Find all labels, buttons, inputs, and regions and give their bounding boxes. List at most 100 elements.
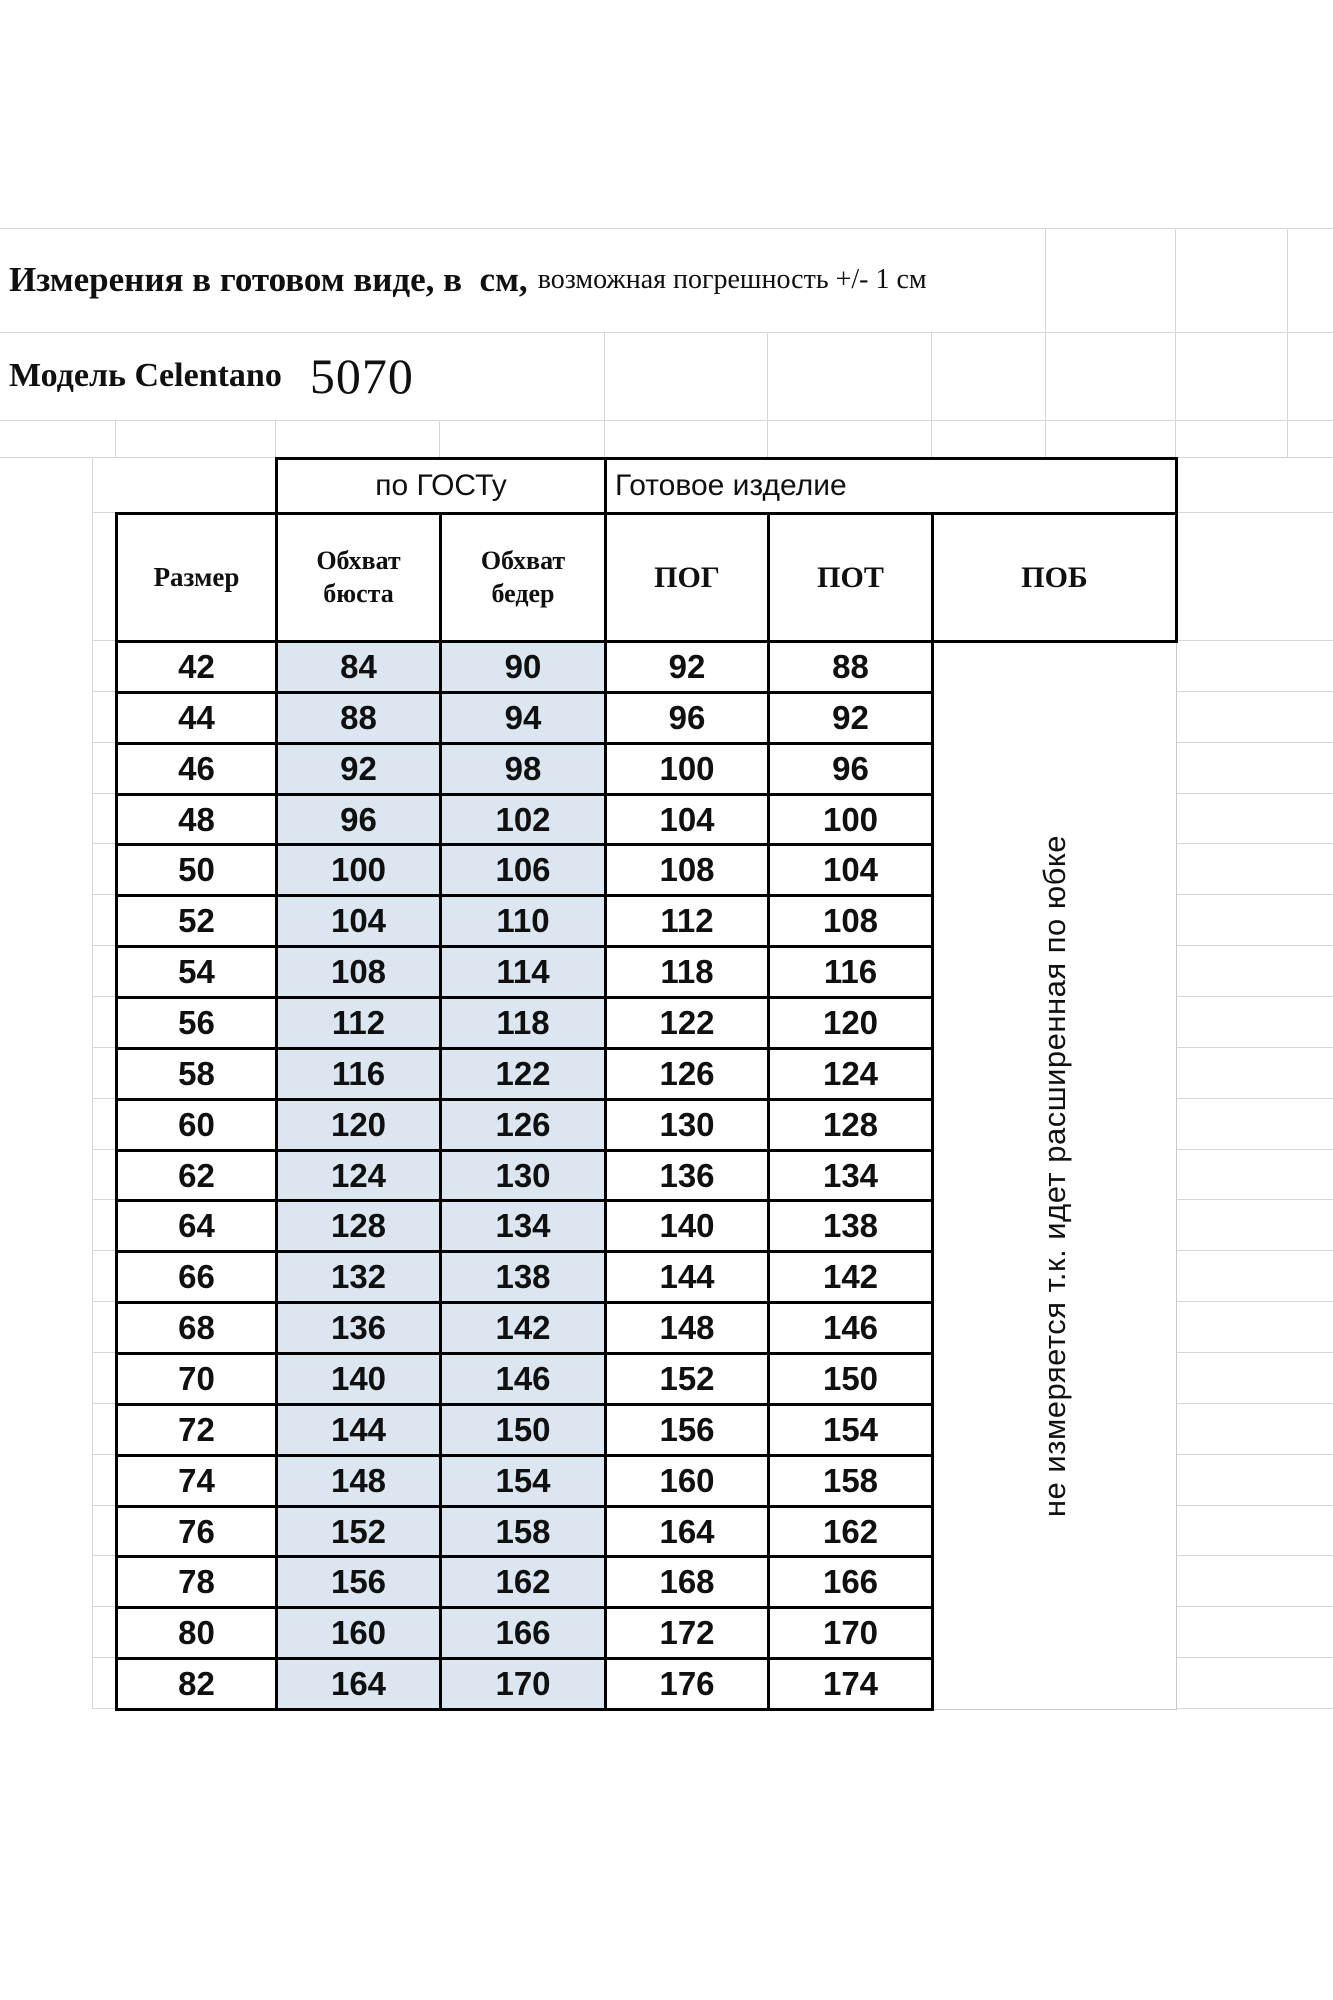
header-bust[interactable]: Обхват бюста xyxy=(275,512,442,643)
header-pob[interactable]: ПОБ xyxy=(931,512,1178,643)
table-cell[interactable]: 96 xyxy=(275,792,442,847)
table-cell[interactable]: 92 xyxy=(275,741,442,796)
table-cell[interactable]: 74 xyxy=(115,1453,278,1508)
table-cell[interactable]: 126 xyxy=(604,1046,770,1101)
table-cell[interactable]: 124 xyxy=(767,1046,934,1101)
table-cell[interactable]: 104 xyxy=(767,843,934,898)
table-cell[interactable]: 128 xyxy=(275,1199,442,1254)
table-cell[interactable]: 118 xyxy=(439,996,607,1050)
table-cell[interactable]: 104 xyxy=(275,894,442,949)
table-cell[interactable]: 78 xyxy=(115,1555,278,1610)
band-gost-cell[interactable]: по ГОСТу xyxy=(275,457,607,515)
table-cell[interactable]: 172 xyxy=(604,1606,770,1661)
table-cell[interactable]: 146 xyxy=(439,1352,607,1406)
table-cell[interactable]: 48 xyxy=(115,792,278,847)
table-cell[interactable]: 122 xyxy=(604,996,770,1050)
table-cell[interactable]: 152 xyxy=(604,1352,770,1406)
table-cell[interactable]: 166 xyxy=(439,1606,607,1661)
table-cell[interactable]: 138 xyxy=(767,1199,934,1254)
table-cell[interactable]: 62 xyxy=(115,1148,278,1203)
table-cell[interactable]: 142 xyxy=(439,1301,607,1356)
table-cell[interactable]: 82 xyxy=(115,1657,278,1712)
table-cell[interactable]: 102 xyxy=(439,792,607,847)
table-cell[interactable]: 56 xyxy=(115,996,278,1050)
table-cell[interactable]: 132 xyxy=(275,1250,442,1305)
band-ready-cell[interactable]: Готовое изделие xyxy=(604,457,1178,515)
table-cell[interactable]: 120 xyxy=(275,1097,442,1152)
table-cell[interactable]: 148 xyxy=(275,1453,442,1508)
table-cell[interactable]: 88 xyxy=(275,690,442,745)
table-cell[interactable]: 138 xyxy=(439,1250,607,1305)
table-cell[interactable]: 146 xyxy=(767,1301,934,1356)
table-cell[interactable]: 118 xyxy=(604,945,770,1000)
table-cell[interactable]: 164 xyxy=(275,1657,442,1712)
table-cell[interactable]: 156 xyxy=(275,1555,442,1610)
table-cell[interactable]: 66 xyxy=(115,1250,278,1305)
table-cell[interactable]: 130 xyxy=(439,1148,607,1203)
table-cell[interactable]: 112 xyxy=(275,996,442,1050)
table-cell[interactable]: 154 xyxy=(767,1402,934,1457)
table-cell[interactable]: 122 xyxy=(439,1046,607,1101)
table-cell[interactable]: 120 xyxy=(767,996,934,1050)
table-cell[interactable]: 136 xyxy=(604,1148,770,1203)
table-cell[interactable]: 100 xyxy=(767,792,934,847)
table-cell[interactable]: 174 xyxy=(767,1657,934,1712)
header-pog[interactable]: ПОГ xyxy=(604,512,770,643)
table-cell[interactable]: 140 xyxy=(275,1352,442,1406)
table-cell[interactable]: 170 xyxy=(767,1606,934,1661)
table-cell[interactable]: 166 xyxy=(767,1555,934,1610)
table-cell[interactable]: 162 xyxy=(767,1504,934,1559)
table-cell[interactable]: 92 xyxy=(767,690,934,745)
table-cell[interactable]: 98 xyxy=(439,741,607,796)
table-cell[interactable]: 52 xyxy=(115,894,278,949)
table-cell[interactable]: 150 xyxy=(439,1402,607,1457)
table-cell[interactable]: 158 xyxy=(439,1504,607,1559)
table-cell[interactable]: 144 xyxy=(275,1402,442,1457)
table-cell[interactable]: 154 xyxy=(439,1453,607,1508)
pob-merged-cell[interactable]: не измеряется т.к. идет расширенная по ю… xyxy=(931,639,1177,1711)
header-size[interactable]: Размер xyxy=(115,512,278,643)
table-cell[interactable]: 126 xyxy=(439,1097,607,1152)
table-cell[interactable]: 84 xyxy=(275,640,442,694)
table-cell[interactable]: 116 xyxy=(767,945,934,1000)
table-cell[interactable]: 42 xyxy=(115,640,278,694)
table-cell[interactable]: 110 xyxy=(439,894,607,949)
table-cell[interactable]: 70 xyxy=(115,1352,278,1406)
table-cell[interactable]: 162 xyxy=(439,1555,607,1610)
table-cell[interactable]: 60 xyxy=(115,1097,278,1152)
table-cell[interactable]: 142 xyxy=(767,1250,934,1305)
table-cell[interactable]: 104 xyxy=(604,792,770,847)
band-empty-cell[interactable] xyxy=(117,459,277,514)
table-cell[interactable]: 100 xyxy=(275,843,442,898)
table-cell[interactable]: 80 xyxy=(115,1606,278,1661)
table-cell[interactable]: 90 xyxy=(439,640,607,694)
table-cell[interactable]: 144 xyxy=(604,1250,770,1305)
table-cell[interactable]: 100 xyxy=(604,741,770,796)
table-cell[interactable]: 168 xyxy=(604,1555,770,1610)
table-cell[interactable]: 114 xyxy=(439,945,607,1000)
table-cell[interactable]: 156 xyxy=(604,1402,770,1457)
table-cell[interactable]: 148 xyxy=(604,1301,770,1356)
table-cell[interactable]: 58 xyxy=(115,1046,278,1101)
table-cell[interactable]: 54 xyxy=(115,945,278,1000)
table-cell[interactable]: 128 xyxy=(767,1097,934,1152)
table-cell[interactable]: 96 xyxy=(767,741,934,796)
table-cell[interactable]: 106 xyxy=(439,843,607,898)
table-cell[interactable]: 140 xyxy=(604,1199,770,1254)
header-pot[interactable]: ПОТ xyxy=(767,512,934,643)
table-cell[interactable]: 92 xyxy=(604,640,770,694)
table-cell[interactable]: 134 xyxy=(439,1199,607,1254)
table-cell[interactable]: 136 xyxy=(275,1301,442,1356)
table-cell[interactable]: 94 xyxy=(439,690,607,745)
table-cell[interactable]: 160 xyxy=(604,1453,770,1508)
table-cell[interactable]: 150 xyxy=(767,1352,934,1406)
table-cell[interactable]: 68 xyxy=(115,1301,278,1356)
table-cell[interactable]: 50 xyxy=(115,843,278,898)
table-cell[interactable]: 170 xyxy=(439,1657,607,1712)
table-cell[interactable]: 76 xyxy=(115,1504,278,1559)
table-cell[interactable]: 88 xyxy=(767,640,934,694)
table-cell[interactable]: 134 xyxy=(767,1148,934,1203)
table-cell[interactable]: 130 xyxy=(604,1097,770,1152)
table-cell[interactable]: 112 xyxy=(604,894,770,949)
table-cell[interactable]: 158 xyxy=(767,1453,934,1508)
